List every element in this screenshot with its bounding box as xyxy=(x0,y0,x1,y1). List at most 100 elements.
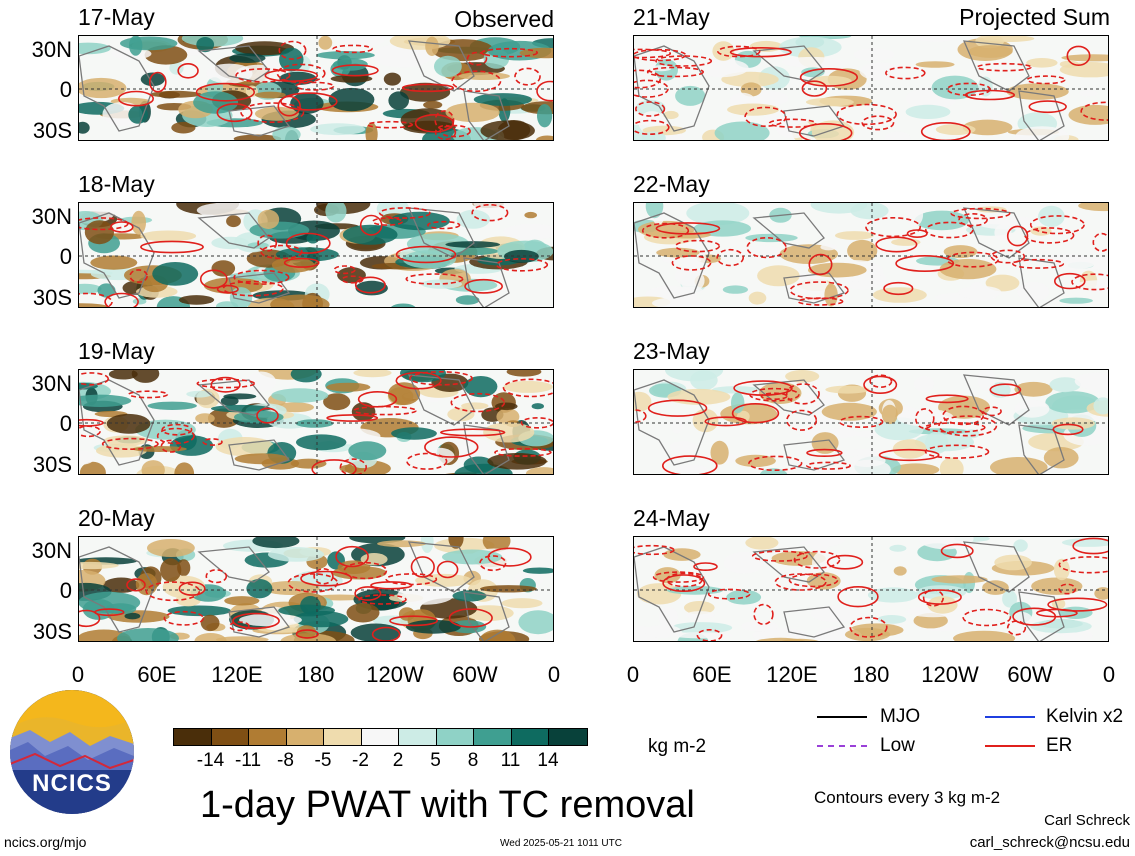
er-contour xyxy=(536,80,553,102)
pwat-anomaly-shade xyxy=(226,215,241,228)
pwat-anomaly-shade xyxy=(686,203,750,226)
observed-header: Observed xyxy=(454,6,554,32)
y-tick: 0 xyxy=(59,578,72,603)
er-contour xyxy=(326,414,379,422)
pwat-anomaly-shade xyxy=(914,210,969,231)
pwat-anomaly-shade xyxy=(296,434,347,451)
coastline xyxy=(79,379,155,466)
er-contour xyxy=(774,573,827,591)
pwat-anomaly-shade xyxy=(675,464,708,474)
er-contour xyxy=(370,581,413,590)
er-contour xyxy=(126,578,146,592)
er-contour xyxy=(1092,232,1108,252)
pwat-anomaly-shade xyxy=(783,205,807,212)
y-tick: 30S xyxy=(32,118,72,143)
colorbar-label: -2 xyxy=(352,750,369,771)
timestamp: Wed 2025-05-21 1011 UTC xyxy=(500,838,622,849)
pwat-anomaly-shade xyxy=(229,287,253,307)
logo-graphic xyxy=(10,690,134,814)
author-email[interactable]: carl_schreck@ncsu.edu xyxy=(969,834,1130,851)
pwat-anomaly-shade xyxy=(844,627,891,641)
legend-er-label: ER xyxy=(1046,735,1073,756)
er-contour xyxy=(202,438,223,446)
pwat-anomaly-shade xyxy=(957,285,1002,299)
y-tick: 0 xyxy=(59,244,72,269)
coastline xyxy=(197,212,270,249)
er-contour xyxy=(79,418,104,427)
er-contour xyxy=(256,407,279,424)
map-field xyxy=(634,203,1108,307)
pwat-anomaly-shade xyxy=(1059,297,1093,304)
pwat-anomaly-shade xyxy=(463,456,494,473)
er-contour xyxy=(264,68,319,82)
pwat-anomaly-shade xyxy=(939,457,964,474)
pwat-anomaly-shade xyxy=(290,92,324,114)
pwat-anomaly-shade xyxy=(825,385,870,394)
pwat-anomaly-shade xyxy=(821,402,877,421)
site-link[interactable]: ncics.org/mjo xyxy=(4,834,87,850)
pwat-anomaly-shade xyxy=(290,458,327,469)
er-contour xyxy=(436,560,459,579)
pwat-anomaly-shade xyxy=(807,75,852,87)
pwat-anomaly-shade xyxy=(406,619,461,634)
er-contour xyxy=(938,415,998,437)
date-label: 19-May xyxy=(78,338,155,364)
pwat-anomaly-shade xyxy=(918,537,974,550)
er-contour xyxy=(655,55,713,67)
er-contour xyxy=(652,571,705,583)
pwat-anomaly-shade xyxy=(781,56,842,68)
er-contour xyxy=(634,409,647,423)
pwat-anomaly-shade xyxy=(908,428,971,435)
pwat-anomaly-shade xyxy=(1043,447,1079,469)
er-contour xyxy=(389,615,439,627)
pwat-anomaly-shade xyxy=(84,220,114,245)
pwat-anomaly-shade xyxy=(1017,281,1050,302)
pwat-anomaly-shade xyxy=(1061,54,1108,62)
pwat-anomaly-shade xyxy=(893,566,907,576)
er-contour xyxy=(313,567,334,585)
pwat-anomaly-shade xyxy=(881,404,898,425)
er-contour xyxy=(359,214,383,236)
er-contour xyxy=(1058,583,1077,595)
pwat-anomaly-shade xyxy=(403,250,456,269)
pwat-anomaly-shade xyxy=(245,371,276,393)
colorbar-swatch xyxy=(549,729,587,745)
pwat-anomaly-shade xyxy=(866,272,881,286)
er-contour xyxy=(395,245,457,264)
er-contour xyxy=(1006,225,1029,247)
pwat-anomaly-shade xyxy=(1014,381,1053,397)
pwat-anomaly-shade xyxy=(447,407,475,422)
er-contour xyxy=(869,374,893,388)
pwat-anomaly-shade xyxy=(810,605,862,623)
er-contour xyxy=(836,103,897,126)
coastline xyxy=(962,40,1030,92)
pwat-anomaly-shade xyxy=(195,413,215,424)
er-contour xyxy=(464,278,504,294)
er-contour xyxy=(982,406,1002,417)
x-tick: 60W xyxy=(1007,662,1053,687)
er-contour xyxy=(863,375,898,394)
er-contour xyxy=(806,448,843,457)
colorbar-label: 8 xyxy=(467,750,479,771)
er-contour xyxy=(287,573,339,593)
colorbar xyxy=(173,728,588,746)
legend-mjo-line xyxy=(817,716,867,718)
pwat-anomaly-shade xyxy=(79,121,90,134)
er-contour xyxy=(837,586,879,608)
pwat-anomaly-shade xyxy=(1030,226,1052,236)
pwat-anomaly-shade xyxy=(245,85,258,98)
x-tick: 0 xyxy=(547,662,561,687)
er-contour xyxy=(357,390,398,408)
pwat-anomaly-shade xyxy=(254,106,299,121)
pwat-anomaly-shade xyxy=(152,262,199,286)
er-contour xyxy=(235,68,291,83)
er-contour xyxy=(434,110,455,131)
coastline xyxy=(1018,591,1065,641)
er-contour xyxy=(427,220,461,230)
pwat-anomaly-shade xyxy=(178,295,215,305)
er-contour xyxy=(634,48,687,62)
er-contour xyxy=(451,70,502,93)
pwat-anomaly-shade xyxy=(897,408,954,427)
x-tick: 0 xyxy=(71,662,85,687)
pwat-anomaly-shade xyxy=(131,370,160,383)
